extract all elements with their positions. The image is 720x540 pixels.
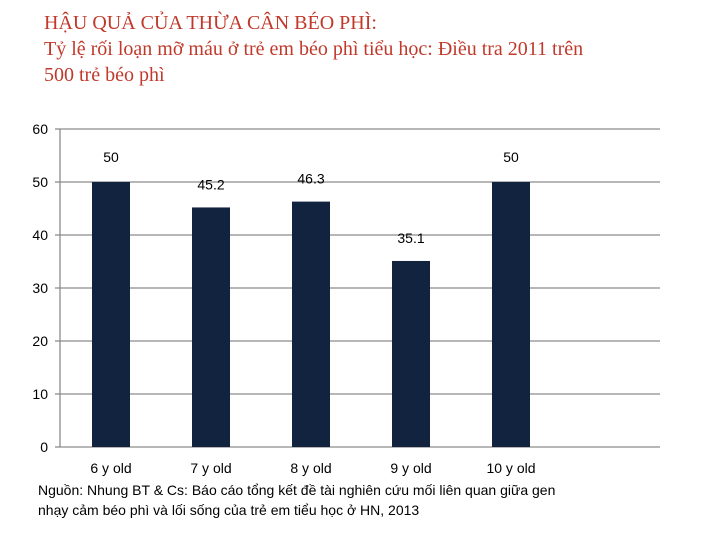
source-line-2: nhạy cảm béo phì và lối sống của trẻ em … [38, 502, 420, 518]
y-tick-label: 0 [40, 439, 48, 455]
title-line-2: Tỷ lệ rối loạn mỡ máu ở trẻ em béo phì t… [44, 38, 584, 60]
x-tick-label: 7 y old [190, 460, 231, 476]
data-label: 46.3 [297, 171, 324, 187]
source-note: Nguồn: Nhung BT & Cs: Báo cáo tổng kết đ… [38, 480, 678, 520]
y-tick-label: 20 [32, 333, 48, 349]
title-line-1: HẬU QUẢ CỦA THỪA CÂN BÉO PHÌ: [44, 12, 377, 34]
y-tick-label: 30 [32, 280, 48, 296]
source-line-1: Nguồn: Nhung BT & Cs: Báo cáo tổng kết đ… [38, 482, 556, 498]
bar [392, 260, 430, 447]
bar [292, 201, 330, 447]
x-tick-label: 9 y old [390, 460, 431, 476]
data-label: 50 [103, 149, 119, 165]
y-tick-label: 60 [32, 121, 48, 137]
bar [492, 182, 530, 447]
x-tick-label: 10 y old [486, 460, 535, 476]
x-tick-label: 8 y old [290, 460, 331, 476]
slide-title: HẬU QUẢ CỦA THỪA CÂN BÉO PHÌ: Tỷ lệ rối … [44, 10, 694, 88]
title-line-3: 500 trẻ béo phì [44, 64, 165, 86]
bar [92, 182, 130, 447]
data-label: 35.1 [397, 230, 424, 246]
y-tick-label: 50 [32, 174, 48, 190]
y-tick-label: 40 [32, 227, 48, 243]
y-tick-label: 10 [32, 386, 48, 402]
data-label: 45.2 [197, 176, 224, 192]
bar [192, 207, 230, 447]
x-tick-label: 6 y old [90, 460, 131, 476]
data-label: 50 [503, 149, 519, 165]
